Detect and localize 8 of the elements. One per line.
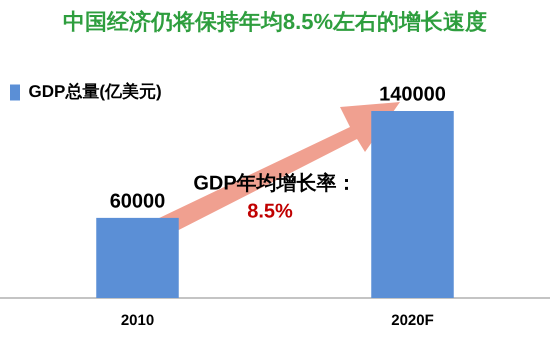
annotation: 8.5%	[247, 200, 294, 223]
legend-label: GDP总量(亿美元)	[28, 82, 162, 102]
annotation: GDP年均增长率：	[193, 172, 357, 195]
x-tick-label: 2010	[120, 312, 154, 330]
chart-title: 中国经济仍将保持年均8.5%左右的增长速度	[62, 8, 488, 36]
data-label: 140000	[379, 84, 446, 106]
data-label: 60000	[110, 190, 166, 212]
x-tick-label: 2020F	[391, 312, 434, 330]
